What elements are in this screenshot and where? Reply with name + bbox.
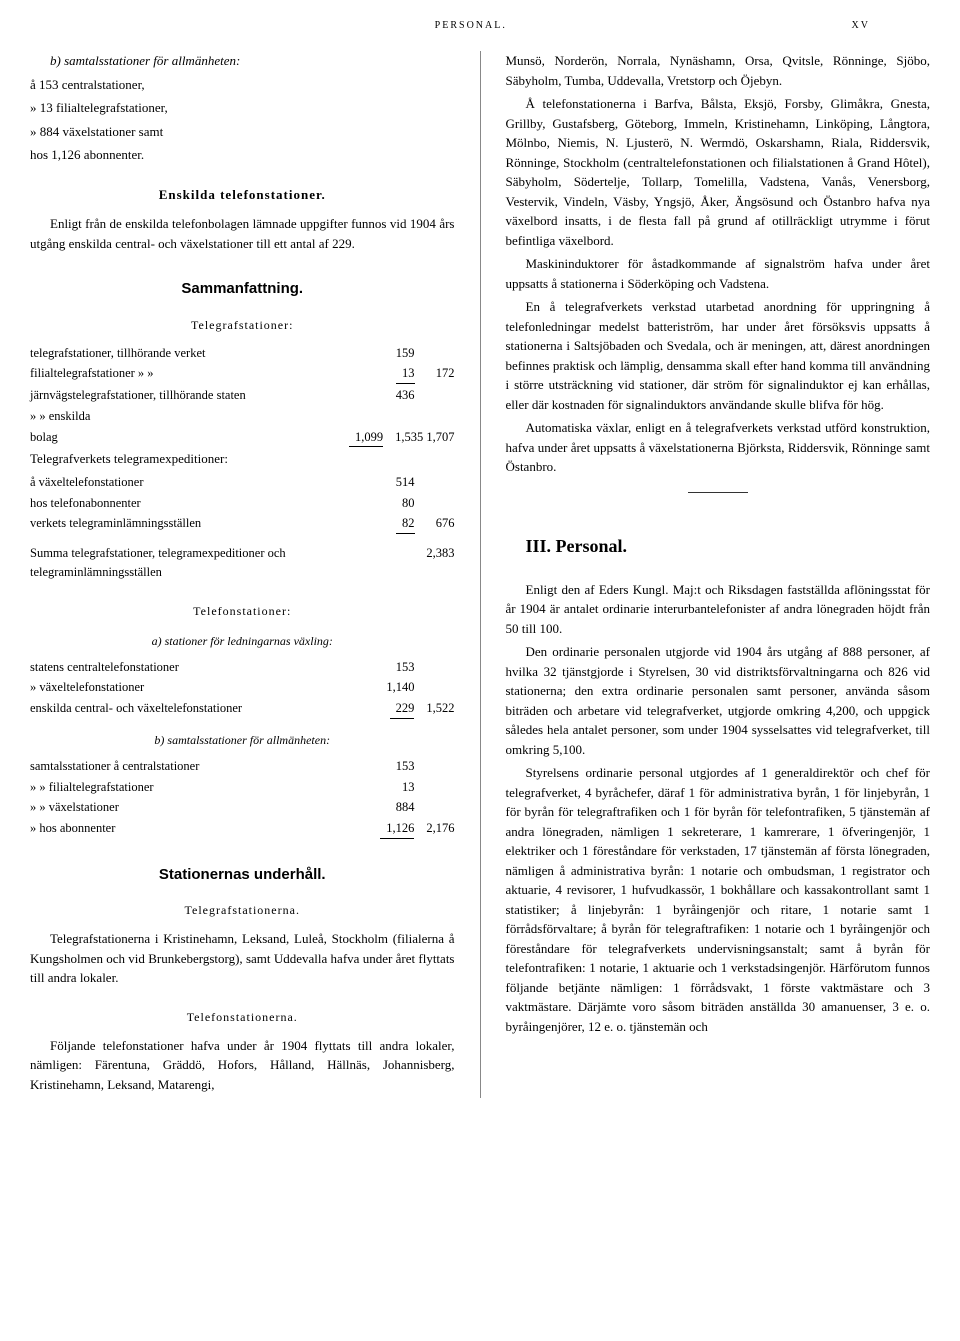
b2-v2-0 <box>415 757 455 776</box>
te-v2-1 <box>415 494 455 513</box>
tg-label-2: järnvägstelegrafstationer, tillhörande s… <box>30 386 390 405</box>
b2-label-3: » hos abonnenter <box>30 819 380 839</box>
tg-v1-1: 13 <box>396 364 415 384</box>
tg-label-1: filialtelegrafstationer » » <box>30 364 396 384</box>
b2-line-0: samtalsstationer å centralstationer 153 <box>30 757 455 776</box>
telefon-st-para: Följande telefonstationer hafva under år… <box>30 1036 455 1095</box>
a-v2-1 <box>415 678 455 697</box>
tg-v2-1: 172 <box>415 364 455 384</box>
summa-label: Summa telegrafstationer, telegramexpedit… <box>30 544 420 582</box>
a-v2-0 <box>415 658 455 677</box>
a-label-0: statens centraltelefonstationer <box>30 658 390 677</box>
b2-label-0: samtalsstationer å centralstationer <box>30 757 390 776</box>
b2-line-2: » » växelstationer 884 <box>30 798 455 817</box>
b2-v2-3: 2,176 <box>414 819 454 839</box>
b-line-3: hos 1,126 abonnenter. <box>30 145 455 165</box>
a-line-1: » växeltelefonstationer 1,140 <box>30 678 455 697</box>
a-v1-1: 1,140 <box>380 678 414 697</box>
page-header: PERSONAL. XV <box>30 20 930 31</box>
a-v1-2: 229 <box>390 699 415 719</box>
telegraf-st-para: Telegrafstationerna i Kristinehamn, Leks… <box>30 929 455 988</box>
r-para4: En å telegrafverkets verkstad utarbetad … <box>506 297 931 414</box>
r-para2: Å telefonstationerna i Barfva, Bålsta, E… <box>506 94 931 250</box>
b2-v2-2 <box>415 798 455 817</box>
a-label-1: » växeltelefonstationer <box>30 678 380 697</box>
b2-label-1: » » filialtelegrafstationer <box>30 778 396 797</box>
te-v1-2: 82 <box>396 514 415 534</box>
telefon-st-title: Telefonstationerna. <box>30 1008 455 1026</box>
sammanfattning-title: Sammanfattning. <box>30 278 455 301</box>
a-line-2: enskilda central- och växeltelefonstatio… <box>30 699 455 719</box>
personal-para2: Den ordinarie personalen utgjorde vid 19… <box>506 642 931 759</box>
a-v2-2: 1,522 <box>414 699 454 719</box>
a-label-2: enskilda central- och växeltelefonstatio… <box>30 699 390 719</box>
te-label-1: hos telefonabonnenter <box>30 494 396 513</box>
tg-v1-4: 1,099 <box>349 428 383 448</box>
tg-v2-2 <box>415 386 455 405</box>
telegraf-st-title: Telegrafstationerna. <box>30 901 455 919</box>
tg-label-4: bolag <box>30 428 349 448</box>
b-line-1: » 13 filialtelegrafstationer, <box>30 98 455 118</box>
te-line-0: å växeltelefonstationer 514 <box>30 473 455 492</box>
b2-line-3: » hos abonnenter 1,126 2,176 <box>30 819 455 839</box>
b-title: b) samtalsstationer för allmänheten: <box>30 51 455 71</box>
header-right: XV <box>852 20 870 31</box>
column-left: b) samtalsstationer för allmänheten: å 1… <box>30 51 455 1098</box>
b2-v1-1: 13 <box>396 778 415 797</box>
r-para3: Maskininduktorer för åstadkommande af si… <box>506 254 931 293</box>
main-columns: b) samtalsstationer för allmänheten: å 1… <box>30 51 930 1098</box>
r-para1: Munsö, Norderön, Norrala, Nynäshamn, Ors… <box>506 51 931 90</box>
tg-line-2: järnvägstelegrafstationer, tillhörande s… <box>30 386 455 405</box>
b2-label-2: » » växelstationer <box>30 798 390 817</box>
tg-v1-0: 159 <box>390 344 415 363</box>
tg-v1-2: 436 <box>390 386 415 405</box>
telegraf-sub: Telegrafstationer: <box>30 316 455 334</box>
tg-line-0: telegrafstationer, tillhörande verket 15… <box>30 344 455 363</box>
tg-line-3: » » enskilda <box>30 407 455 426</box>
b2-v1-2: 884 <box>390 798 415 817</box>
b-line-2: » 884 växelstationer samt <box>30 122 455 142</box>
te-v2-2: 676 <box>415 514 455 534</box>
tg-label-3: » » enskilda <box>30 407 409 426</box>
a-line-0: statens centraltelefonstationer 153 <box>30 658 455 677</box>
underhall-title: Stationernas underhåll. <box>30 864 455 887</box>
tg-v2-3 <box>415 407 455 426</box>
column-divider <box>480 51 481 1098</box>
tg-label-0: telegrafstationer, tillhörande verket <box>30 344 390 363</box>
te-line-1: hos telefonabonnenter 80 <box>30 494 455 513</box>
b2-title: b) samtalsstationer för allmänheten: <box>30 731 455 749</box>
b2-v2-1 <box>415 778 455 797</box>
r-para5: Automatiska växlar, enligt en å telegraf… <box>506 418 931 477</box>
te-v2-0 <box>415 473 455 492</box>
enskilda-title: Enskilda telefonstationer. <box>30 185 455 205</box>
tg-v2-4: 1,535 1,707 <box>383 428 454 448</box>
b2-v1-3: 1,126 <box>380 819 414 839</box>
tg-v2-0 <box>415 344 455 363</box>
b2-line-1: » » filialtelegrafstationer 13 <box>30 778 455 797</box>
b2-v1-0: 153 <box>390 757 415 776</box>
a-v1-0: 153 <box>390 658 415 677</box>
a-title: a) stationer för ledningarnas växling: <box>30 632 455 650</box>
telegram-exp-title: Telegrafverkets telegramexpeditioner: <box>30 449 455 469</box>
te-line-2: verkets telegraminlämningsställen 82 676 <box>30 514 455 534</box>
telefon-sub: Telefonstationer: <box>30 602 455 620</box>
summa-val: 2,383 <box>420 544 454 582</box>
te-v1-0: 514 <box>390 473 415 492</box>
divider-rule <box>688 492 748 493</box>
summa-line: Summa telegrafstationer, telegramexpedit… <box>30 544 455 582</box>
b-line-0: å 153 centralstationer, <box>30 75 455 95</box>
enskilda-para: Enligt från de enskilda telefonbolagen l… <box>30 214 455 253</box>
te-label-0: å växeltelefonstationer <box>30 473 390 492</box>
te-label-2: verkets telegraminlämningsställen <box>30 514 396 534</box>
column-right: Munsö, Norderön, Norrala, Nynäshamn, Ors… <box>506 51 931 1098</box>
tg-line-1: filialtelegrafstationer » » 13 172 <box>30 364 455 384</box>
personal-para3: Styrelsens ordinarie personal utgjordes … <box>506 763 931 1036</box>
tg-line-4: bolag 1,099 1,535 1,707 <box>30 428 455 448</box>
personal-para1: Enligt den af Eders Kungl. Maj:t och Rik… <box>506 580 931 639</box>
te-v1-1: 80 <box>396 494 415 513</box>
header-center: PERSONAL. <box>435 20 507 31</box>
personal-title: III. Personal. <box>506 533 931 560</box>
